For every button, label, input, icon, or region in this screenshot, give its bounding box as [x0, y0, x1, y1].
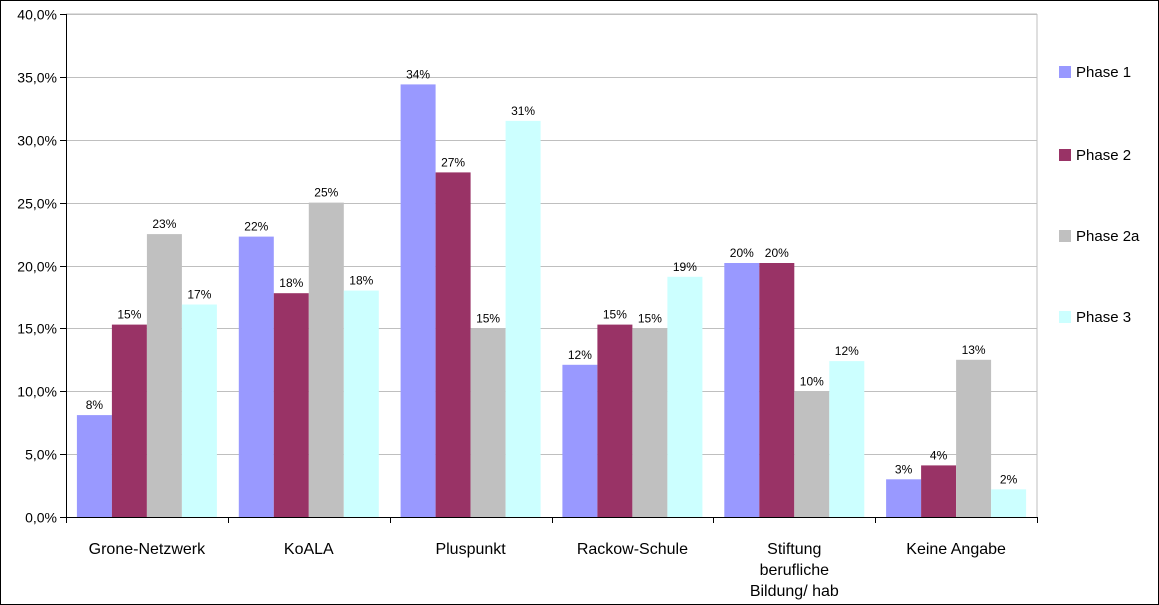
bar-value-label: 20% — [765, 246, 789, 260]
legend: Phase 1 Phase 2 Phase 2a Phase 3 — [1059, 64, 1140, 326]
bar-phase-3-1 — [343, 290, 379, 517]
bar-value-label: 15% — [117, 308, 141, 322]
bar-phase-2a-4 — [794, 391, 830, 518]
y-tick-label: 40,0% — [17, 7, 57, 23]
bar-phase-1-1 — [238, 236, 274, 517]
bar-value-label: 15% — [638, 311, 662, 325]
bar-phase-2a-3 — [632, 328, 668, 517]
axes: 0,0% 5,0% 10,0% 15,0% 20,0% 25,0% 30,0% 35,0% 40… — [17, 7, 1038, 600]
bar-value-label: 15% — [603, 308, 627, 322]
bar-value-label: 2% — [1000, 472, 1018, 486]
y-tick-label: 15,0% — [17, 321, 57, 337]
x-category-label: KoALA — [284, 541, 334, 558]
bar-value-label: 3% — [895, 462, 913, 476]
bar-phase-3-5 — [991, 489, 1027, 517]
bar-value-label: 18% — [279, 276, 303, 290]
x-category-label: berufliche — [760, 562, 829, 579]
bar-phase-2-2 — [435, 172, 471, 517]
x-category-label: Stiftung — [767, 541, 821, 558]
y-tick-label: 10,0% — [17, 384, 57, 400]
bars — [76, 84, 1027, 518]
gridlines — [66, 13, 1038, 517]
bar-phase-2a-5 — [956, 359, 992, 517]
x-category-label: Bildung/ hab — [750, 583, 839, 600]
x-category-label: Keine Angabe — [906, 541, 1006, 558]
bar-phase-2a-2 — [470, 328, 506, 517]
bar-phase-2-0 — [111, 324, 147, 517]
bar-phase-2-4 — [759, 263, 795, 517]
bar-value-label: 12% — [835, 344, 859, 358]
bar-value-label: 27% — [441, 155, 465, 169]
bar-phase-2a-1 — [308, 202, 344, 517]
data-labels: 8% 15% 23% 17% 22% 18% 25% 18% 34% 27% 15% 31% 12% 15… — [86, 67, 1018, 486]
y-tick-label: 35,0% — [17, 70, 57, 86]
bar-value-label: 22% — [244, 220, 268, 234]
bar-phase-3-2 — [505, 120, 541, 518]
y-tick-label: 20,0% — [17, 259, 57, 275]
y-tick-label: 5,0% — [25, 447, 57, 463]
bar-value-label: 8% — [86, 398, 104, 412]
legend-swatch — [1059, 149, 1071, 161]
bar-value-label: 17% — [187, 288, 211, 302]
y-tick-label: 0,0% — [25, 510, 57, 526]
legend-swatch — [1059, 311, 1071, 323]
bar-phase-2-1 — [273, 293, 309, 517]
legend-label: Phase 2 — [1076, 147, 1131, 164]
bar-phase-1-3 — [562, 364, 598, 517]
bar-value-label: 20% — [730, 246, 754, 260]
bar-phase-3-0 — [181, 304, 217, 517]
bar-value-label: 12% — [568, 348, 592, 362]
x-category-label: Pluspunkt — [435, 541, 506, 558]
bar-phase-1-5 — [886, 479, 922, 517]
legend-label: Phase 1 — [1076, 64, 1131, 81]
bar-value-label: 23% — [152, 217, 176, 231]
bar-phase-2a-0 — [146, 234, 182, 517]
legend-swatch — [1059, 230, 1071, 242]
legend-swatch — [1059, 66, 1071, 78]
bar-phase-3-3 — [667, 276, 703, 517]
bar-value-label: 13% — [962, 343, 986, 357]
y-tick-label: 30,0% — [17, 133, 57, 149]
legend-label: Phase 2a — [1076, 228, 1140, 245]
bar-value-label: 19% — [673, 260, 697, 274]
x-category-label: Rackow-Schule — [577, 541, 688, 558]
legend-label: Phase 3 — [1076, 309, 1131, 326]
bar-value-label: 34% — [406, 67, 430, 81]
bar-phase-2-5 — [921, 465, 957, 517]
bar-value-label: 31% — [511, 104, 535, 118]
x-category-label: Grone-Netzwerk — [89, 541, 206, 558]
bar-value-label: 4% — [930, 448, 948, 462]
bar-phase-1-2 — [400, 84, 436, 518]
bar-value-label: 18% — [349, 274, 373, 288]
bar-phase-1-4 — [724, 263, 760, 517]
bar-phase-3-4 — [829, 361, 865, 517]
y-tick-label: 25,0% — [17, 196, 57, 212]
bar-value-label: 10% — [800, 374, 824, 388]
bar-value-label: 25% — [314, 186, 338, 200]
bar-phase-2-3 — [597, 324, 633, 517]
bar-phase-1-0 — [76, 415, 112, 517]
bar-value-label: 15% — [476, 311, 500, 325]
